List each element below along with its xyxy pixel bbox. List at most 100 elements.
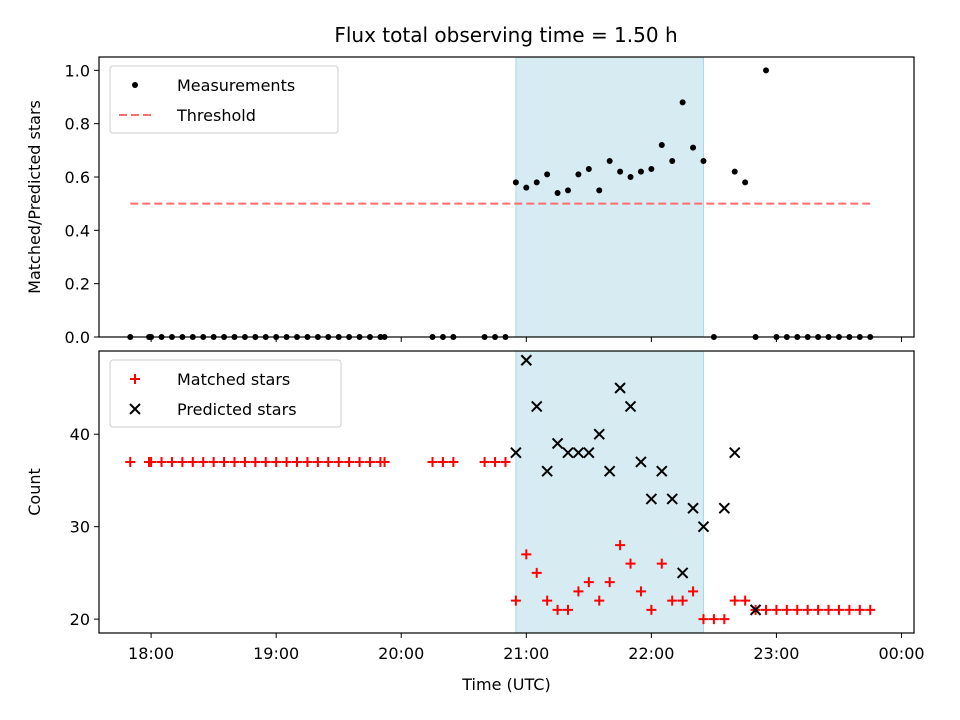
data-point [531,567,542,578]
data-point [281,456,292,467]
data-point [697,520,710,533]
data-point [656,558,667,569]
data-point [740,595,751,606]
data-point [427,456,438,467]
data-point [625,558,636,569]
data-point [512,179,519,186]
data-point [344,456,355,467]
data-point [617,168,624,175]
data-point [177,456,188,467]
data-point [208,456,219,467]
data-point [624,400,637,413]
data-point [479,456,490,467]
data-point [510,446,522,459]
data-point [239,456,250,467]
data-point [531,400,543,413]
legend-box [109,359,342,428]
data-point [551,437,564,450]
data-point [802,604,813,615]
data-point [271,456,282,467]
y-tick-label: 40 [70,425,90,444]
y-tick-label: 0.2 [65,275,90,294]
data-point [865,604,876,615]
x-tick-label: 21:00 [503,644,549,663]
data-point [500,456,511,467]
y-tick-label: 20 [70,610,90,629]
observing-window-shade [515,56,704,338]
data-point [615,540,626,551]
data-point [323,456,334,467]
data-point [606,158,613,164]
data-point [562,604,573,615]
data-point [198,456,209,467]
data-point [564,187,571,194]
legend-label: Matched stars [177,370,290,389]
data-point [679,99,686,106]
x-tick-label: 20:00 [378,644,424,663]
x-tick-label: 23:00 [753,644,799,663]
y-tick-label: 0.0 [65,328,90,347]
data-point [708,614,719,625]
data-point [125,456,136,467]
legend-marker [129,403,141,415]
y-tick-label: 0.8 [65,115,90,134]
data-point [667,595,678,606]
data-point [646,604,657,615]
data-point [676,567,689,579]
data-point [635,586,646,597]
legend-label: Measurements [177,76,295,95]
data-point [614,382,626,394]
data-point [379,456,390,467]
data-point [596,187,603,194]
data-point [229,456,240,467]
data-point [523,184,530,191]
data-point [219,456,230,467]
legend-marker [130,374,140,384]
data-point [792,604,803,615]
data-point [677,595,688,606]
data-point [718,502,731,514]
data-point [572,446,585,459]
plot-frame [98,350,915,634]
data-point [533,179,540,186]
data-point [656,465,668,477]
chart-title: Flux total observing time = 1.50 h [334,23,677,47]
data-point [690,144,697,151]
data-point [437,456,448,467]
plot-frame [98,56,915,338]
data-point [729,446,741,459]
data-point [448,456,459,467]
data-point [687,502,699,514]
data-point [562,446,574,459]
data-point [541,465,553,477]
data-point [627,174,634,180]
data-point [669,158,676,164]
data-point [594,595,605,606]
data-point [833,604,844,615]
data-point [187,456,198,467]
x-tick-label: 00:00 [878,644,924,663]
data-point [520,354,533,366]
data-point [510,595,521,606]
x-axis-label: Time (UTC) [461,675,550,694]
data-point [593,428,605,440]
data-point [333,456,344,467]
data-point [575,171,582,178]
data-point [719,614,730,625]
data-point [781,604,792,615]
y-tick-label: 30 [70,518,90,537]
observing-window-shade [515,350,704,634]
data-point [729,595,740,606]
data-point [749,604,762,616]
data-point [731,168,738,175]
data-point [260,456,271,467]
data-point [604,577,615,588]
data-point [573,586,584,597]
data-point [490,456,501,467]
data-point [635,456,647,468]
y-axis-label: Matched/Predicted stars [25,100,44,294]
data-point [542,595,553,606]
y-axis-label: Count [25,468,44,516]
data-point [823,604,834,615]
